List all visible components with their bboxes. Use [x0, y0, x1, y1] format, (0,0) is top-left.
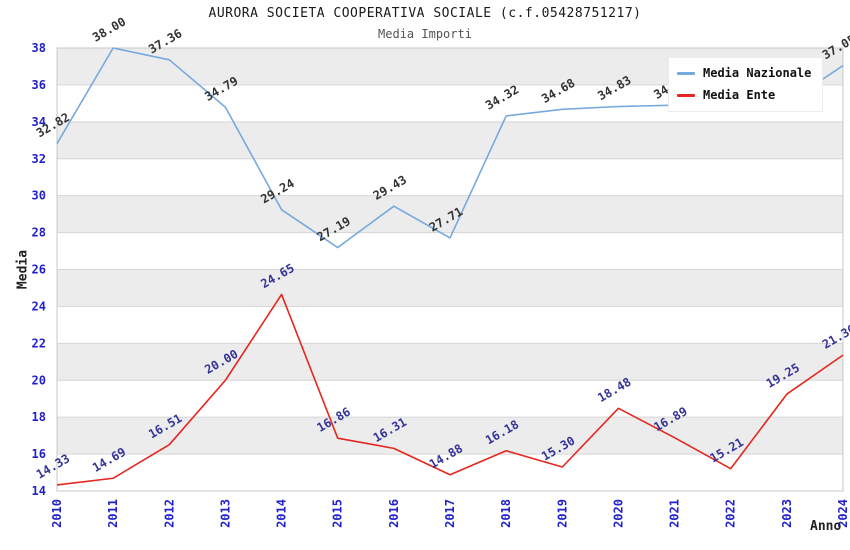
x-tick-label: 2017	[443, 499, 457, 528]
x-tick-label: 2012	[162, 499, 176, 528]
legend-item-media-ente: Media Ente	[677, 88, 811, 102]
y-tick-label: 34	[32, 115, 46, 129]
series-line-media-ente	[56, 293, 844, 486]
plot-band	[57, 269, 843, 307]
x-tick-label: 2015	[331, 499, 345, 528]
y-tick-label: 20	[32, 373, 46, 387]
plot-band	[57, 195, 843, 233]
x-tick-label: 2023	[780, 499, 794, 528]
plot-band	[57, 454, 843, 491]
plot-band	[57, 158, 843, 196]
legend-swatch-blue-line-icon	[677, 71, 695, 75]
x-tick-label: 2016	[387, 499, 401, 528]
x-tick-label: 2014	[275, 499, 289, 528]
y-tick-label: 38	[32, 41, 46, 55]
data-label: 38.00	[90, 14, 128, 44]
x-tick-label: 2024	[836, 499, 850, 528]
x-tick-label: 2021	[668, 499, 682, 528]
y-tick-label: 30	[32, 189, 46, 203]
legend-swatch-red-line-icon	[677, 93, 695, 97]
y-tick-label: 32	[32, 152, 46, 166]
x-tick-label: 2013	[218, 499, 232, 528]
y-tick-label: 16	[32, 447, 46, 461]
plot-band	[57, 380, 843, 418]
plot-border	[56, 47, 844, 492]
chart-title: AURORA SOCIETA COOPERATIVA SOCIALE (c.f.…	[208, 6, 642, 21]
y-tick-label: 14	[32, 484, 46, 498]
x-tick-label: 2019	[555, 499, 569, 528]
x-tick-label: 2011	[106, 499, 120, 528]
plot-band	[57, 121, 843, 159]
x-tick-label: 2022	[724, 499, 738, 528]
y-tick-label: 18	[32, 410, 46, 424]
chart-subtitle: Media Importi	[378, 27, 472, 41]
x-axis-title: Anno	[810, 519, 842, 534]
y-tick-label: 22	[32, 336, 46, 350]
y-tick-label: 24	[32, 299, 46, 313]
x-tick-label: 2010	[50, 499, 64, 528]
y-tick-label: 36	[32, 78, 46, 92]
legend-label: Media Ente	[703, 88, 776, 102]
legend-item-media-nazionale: Media Nazionale	[677, 66, 811, 80]
legend: Media Nazionale Media Ente	[668, 57, 824, 112]
y-axis-title: Media	[15, 249, 31, 290]
plot-band	[57, 343, 843, 381]
y-tick-label: 28	[32, 226, 46, 240]
x-tick-label: 2018	[499, 499, 513, 528]
x-tick-label: 2020	[611, 499, 625, 528]
legend-label: Media Nazionale	[703, 66, 812, 80]
y-tick-label: 26	[32, 263, 46, 277]
plot-band	[57, 306, 843, 344]
